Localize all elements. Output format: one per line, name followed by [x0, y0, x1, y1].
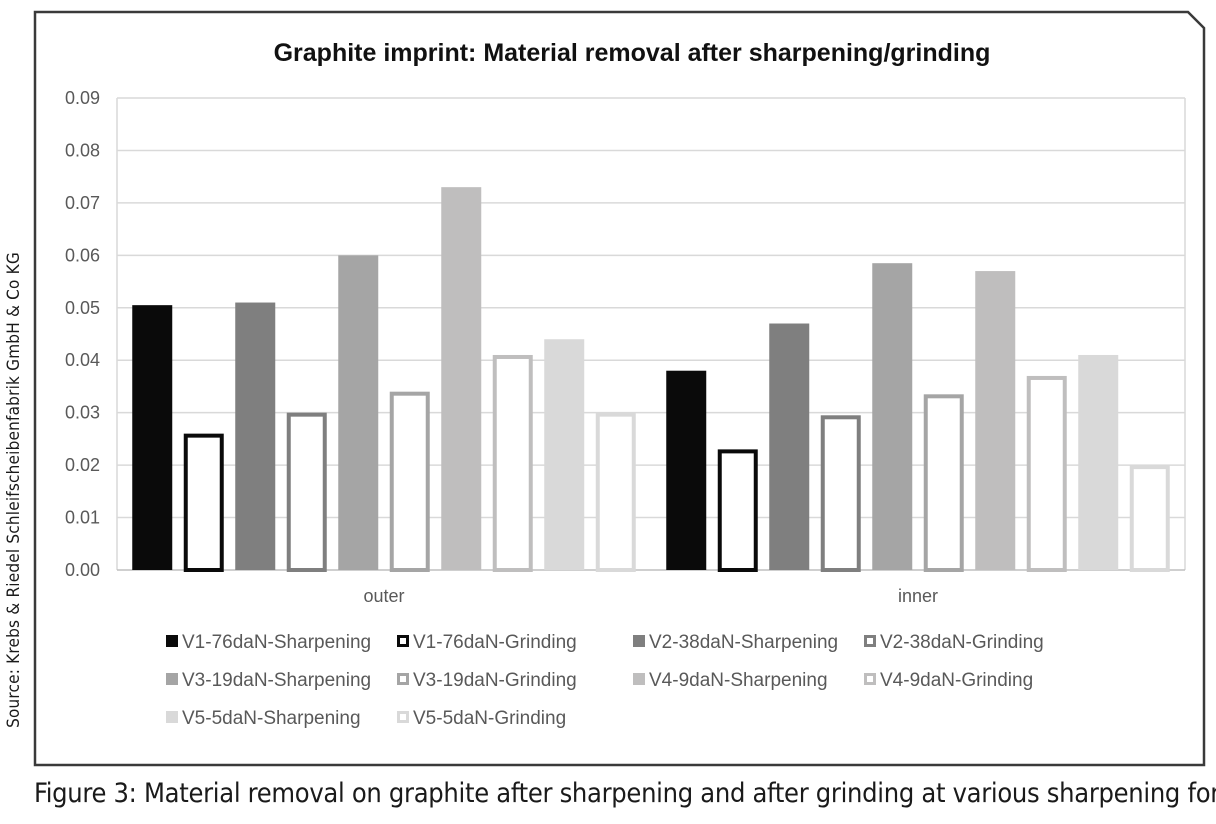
legend-swatch [633, 673, 645, 685]
legend-label: V3-19daN-Sharpening [182, 670, 371, 691]
legend-swatch [166, 711, 178, 723]
y-tick-label: 0.05 [65, 298, 100, 318]
legend-label: V3-19daN-Grinding [413, 670, 577, 691]
legend-label: V2-38daN-Sharpening [649, 632, 838, 653]
y-tick-label: 0.04 [65, 350, 100, 370]
chart: Graphite imprint: Material removal after… [33, 10, 1206, 767]
bar [441, 187, 482, 570]
y-tick-label: 0.07 [65, 193, 100, 213]
bar [717, 449, 758, 572]
legend-swatch [633, 635, 645, 647]
legend-swatch [397, 635, 409, 647]
y-tick-label: 0.09 [65, 88, 100, 108]
y-tick-label: 0.06 [65, 245, 100, 265]
bar [1026, 375, 1067, 573]
x-category-label: outer [363, 586, 404, 606]
bars [132, 187, 1170, 573]
legend-swatch [166, 673, 178, 685]
y-tick-label: 0.03 [65, 403, 100, 423]
legend-label: V1-76daN-Sharpening [182, 632, 371, 653]
y-axis-ticks: 0.00 0.01 0.02 0.03 0.04 0.05 0.06 0.07 0.08 0.09 [65, 88, 100, 580]
legend-label: V2-38daN-Grinding [880, 632, 1044, 653]
legend-swatch [166, 635, 178, 647]
legend-swatch [864, 673, 876, 685]
source-label: Source: Krebs & Riedel Schleifscheibenfa… [4, 252, 24, 728]
bar [389, 391, 430, 573]
bar [923, 394, 964, 572]
legend-label: V1-76daN-Grinding [413, 632, 577, 653]
y-tick-label: 0.02 [65, 455, 100, 475]
legend: V1-76daN-Sharpening V1-76daN-Grinding V2-3… [166, 632, 1044, 729]
x-axis-categories: outer inner [363, 586, 938, 606]
y-tick-label: 0.01 [65, 508, 100, 528]
legend-swatch [864, 635, 876, 647]
legend-swatch [397, 711, 409, 723]
legend-label: V5-5daN-Sharpening [182, 708, 361, 729]
bar [872, 263, 913, 570]
bar [820, 415, 861, 572]
bar [769, 323, 810, 570]
legend-label: V4-9daN-Sharpening [649, 670, 828, 691]
chart-title: Graphite imprint: Material removal after… [274, 39, 991, 67]
bar [666, 370, 707, 570]
legend-label: V5-5daN-Grinding [413, 708, 566, 729]
bar [975, 271, 1016, 570]
bar [595, 412, 636, 572]
bar [286, 412, 327, 572]
legend-swatch [397, 673, 409, 685]
chart-frame [33, 10, 1206, 767]
legend-label: V4-9daN-Grinding [880, 670, 1033, 691]
bar [1078, 354, 1119, 570]
bar [492, 354, 533, 572]
x-category-label: inner [898, 586, 938, 606]
bar [1129, 465, 1170, 572]
figure-caption: Figure 3: Material removal on graphite a… [34, 778, 1216, 809]
bar [235, 302, 276, 570]
bar [544, 339, 585, 570]
bar [132, 305, 173, 570]
bar [183, 433, 224, 572]
y-tick-label: 0.00 [65, 560, 100, 580]
bar [338, 255, 379, 571]
y-tick-label: 0.08 [65, 140, 100, 160]
